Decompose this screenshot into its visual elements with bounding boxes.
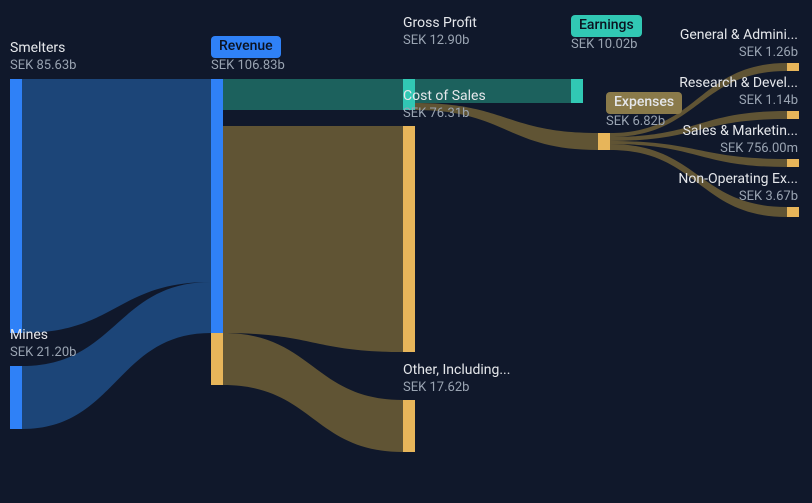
sankey-node[interactable] — [571, 79, 583, 103]
node-value: SEK 21.20b — [10, 345, 76, 361]
node-title: Other, Including... — [403, 362, 510, 380]
node-value: SEK 85.63b — [10, 58, 76, 74]
node-title: General & Admini... — [680, 27, 798, 45]
node-value: SEK 6.82b — [606, 114, 682, 130]
node-value: SEK 17.62b — [403, 380, 510, 396]
node-title: Earnings — [571, 15, 642, 37]
node-label-mines: MinesSEK 21.20b — [10, 327, 76, 361]
node-title: Smelters — [10, 40, 76, 58]
node-label-smelters: SmeltersSEK 85.63b — [10, 40, 76, 74]
node-label-gross: Gross ProfitSEK 12.90b — [403, 15, 477, 49]
node-title: Research & Devel... — [679, 75, 798, 93]
node-label-ga: General & Admini...SEK 1.26b — [680, 27, 798, 61]
node-label-rd: Research & Devel...SEK 1.14b — [679, 75, 798, 109]
sankey-node[interactable] — [787, 63, 799, 71]
node-label-nop: Non-Operating Ex...SEK 3.67b — [678, 171, 798, 205]
node-value: SEK 76.31b — [403, 106, 486, 122]
node-title: Non-Operating Ex... — [678, 171, 798, 189]
node-label-cos: Cost of SalesSEK 76.31b — [403, 88, 486, 122]
sankey-node[interactable] — [598, 133, 610, 150]
sankey-node[interactable] — [211, 333, 223, 385]
sankey-node[interactable] — [10, 79, 22, 333]
sankey-node[interactable] — [211, 79, 223, 333]
sankey-node[interactable] — [403, 126, 415, 352]
node-label-revenue: RevenueSEK 106.83b — [211, 36, 285, 74]
sankey-node[interactable] — [787, 111, 799, 119]
sankey-node[interactable] — [403, 400, 415, 452]
node-title: Gross Profit — [403, 15, 477, 33]
node-title: Mines — [10, 327, 76, 345]
node-label-other: Other, Including...SEK 17.62b — [403, 362, 510, 396]
node-value: SEK 12.90b — [403, 33, 477, 49]
sankey-node[interactable] — [10, 366, 22, 429]
sankey-node[interactable] — [787, 159, 799, 167]
sankey-link — [223, 126, 403, 352]
node-value: SEK 3.67b — [678, 189, 798, 205]
node-value: SEK 10.02b — [571, 37, 642, 53]
node-title: Revenue — [211, 36, 281, 58]
sankey-link — [223, 79, 403, 110]
sankey-node[interactable] — [787, 207, 799, 217]
node-value: SEK 106.83b — [211, 58, 285, 74]
node-value: SEK 756.00m — [683, 141, 798, 157]
node-title: Cost of Sales — [403, 88, 486, 106]
node-title: Sales & Marketin... — [683, 123, 798, 141]
node-value: SEK 1.14b — [679, 93, 798, 109]
node-label-earnings: EarningsSEK 10.02b — [571, 15, 642, 53]
node-value: SEK 1.26b — [680, 45, 798, 61]
node-label-sm: Sales & Marketin...SEK 756.00m — [683, 123, 798, 157]
node-label-expenses: ExpensesSEK 6.82b — [606, 92, 682, 130]
node-title: Expenses — [606, 92, 682, 114]
